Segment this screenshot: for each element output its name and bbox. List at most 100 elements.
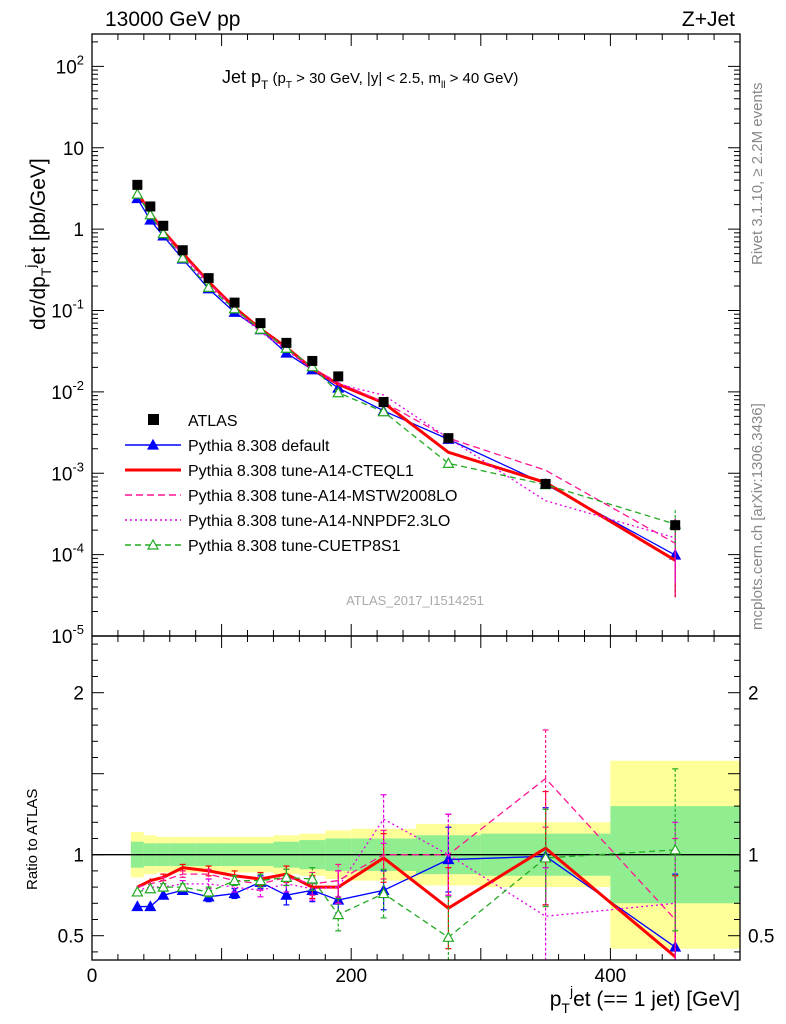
data-point-atlas [203,273,214,284]
x-axis-title-sub: T [561,1000,570,1016]
y-axis-title-main-sup: j [22,264,38,268]
legend-entry-atlas: ATLAS [148,413,238,430]
series-marker-main-cuetp8s1 [228,302,241,314]
y-tick-label-base: 10 [51,302,72,323]
series-marker-main-cuetp8s1 [254,323,267,334]
series-marker-main-cuetp8s1 [377,405,390,417]
series-line-main-nnpdf [136,193,676,539]
series-marker-ratio-default [144,900,157,912]
series-marker-ratio-cuetp8s1 [442,931,455,942]
legend-label: Pythia 8.308 tune-CUETP8S1 [188,538,401,555]
y-tick-label-base: 10 [51,464,72,485]
plot-title-main: Jet p [222,67,261,87]
plot-title-cut-sub2: ll [441,80,445,91]
y-tick-label-base: 10 [51,546,72,567]
mcplots-label: mcplots.cern.ch [arXiv:1306.3436] [749,403,766,630]
x-tick-label: 400 [595,966,627,987]
series-marker-ratio-cuetp8s1 [228,874,241,886]
header-left: 13000 GeV pp [105,8,240,31]
legend-entry-mstw: Pythia 8.308 tune-A14-MSTW2008LO [125,488,457,505]
y-tick-label-main: 10-5 [51,622,84,648]
series-marker-main-cuetp8s1 [176,251,189,263]
series-marker-main-cuetp8s1 [442,457,455,468]
data-point-atlas [281,337,292,348]
series-marker-ratio-default [131,900,144,912]
plot-title: Jet pT (pT > 30 GeV, |y| < 2.5, mll > 40… [222,67,518,92]
y-tick-label-exp: -3 [72,459,84,474]
series-line-ratio-nnpdf [137,818,676,917]
legend-entry-cuetp8s1: Pythia 8.308 tune-CUETP8S1 [125,538,401,555]
series-marker-main-cuetp8s1 [144,208,157,220]
x-axis-title-sup: j [569,983,573,999]
series-marker-ratio-cuetp8s1 [332,908,345,920]
legend-label: Pythia 8.308 tune-A14-CTEQL1 [188,463,414,480]
legend-label: ATLAS [188,413,238,430]
series-marker-ratio-cuetp8s1 [254,874,267,886]
plot-title-cut-sub: T [286,80,292,91]
series-marker-main-cuetp8s1 [157,227,170,239]
y-axis-title-main: dσ/dpTjet [pb/GeV] [22,158,54,330]
series-marker-ratio-cuetp8s1 [157,880,170,892]
y-tick-label-exp: -4 [72,541,84,556]
legend-label: Pythia 8.308 tune-A14-NNPDF2.3LO [188,513,450,530]
y-tick-label-main: 10-1 [51,297,84,323]
ratio-frame [91,635,741,961]
y-axis-title-main-part1: dσ/dp [27,276,50,330]
data-point-atlas [145,201,156,212]
y-axis-title-main-part2: et [pb/GeV] [27,158,50,264]
y-tick-label-exp: -5 [72,622,84,637]
data-point-atlas [378,397,389,408]
y-tick-label-main: 1 [73,220,84,241]
data-point-atlas [670,520,681,531]
series-marker-main-cuetp8s1 [202,281,215,292]
x-axis-title-part1: p [550,988,562,1011]
y-tick-label-ratio-left: 0.5 [58,927,84,948]
data-point-atlas [158,220,169,231]
y-axis-title-main-sub: T [38,267,54,276]
data-point-atlas [255,318,266,329]
series-marker-ratio-cuetp8s1 [377,887,390,899]
legend-entry-cteql1: Pythia 8.308 tune-A14-CTEQL1 [125,463,414,480]
data-point-atlas [177,245,188,256]
analysis-id: ATLAS_2017_I1514251 [346,593,484,608]
legend: ATLAS Pythia 8.308 default Pythia 8.308 tu… [125,413,457,555]
series-marker-ratio-cuetp8s1 [131,885,144,897]
series-marker-main-cuetp8s1 [332,386,345,398]
x-tick-label: 200 [335,966,367,987]
y-tick-label-main: 102 [56,52,84,78]
series-marker-ratio-cuetp8s1 [539,851,552,863]
y-tick-label-exp: -1 [72,297,84,312]
legend-label: Pythia 8.308 tune-A14-MSTW2008LO [188,488,457,505]
y-tick-label-base: 10 [56,57,77,78]
y-axis-title-ratio: Ratio to ATLAS [24,789,41,890]
series-marker-ratio-cuetp8s1 [144,882,157,894]
series-marker-ratio-default [228,887,241,899]
series-line-ratio-default [137,855,676,948]
y-tick-label-main: 10-3 [51,459,84,485]
series-marker-main-cuetp8s1 [131,187,144,199]
series-line-ratio-cteql1 [136,846,677,958]
series-marker-ratio-default [157,888,170,900]
y-tick-label-main: 10 [63,139,84,160]
y-tick-label-ratio-right: 1 [748,846,759,867]
series-marker-ratio-cuetp8s1 [176,880,189,892]
y-tick-label-base: 10 [51,627,72,648]
series-marker-ratio-cuetp8s1 [280,871,293,882]
x-axis-title-part2: et (== 1 jet) [GeV] [573,988,740,1011]
series-marker-main-default [144,213,157,225]
header-right: Z+Jet [682,8,735,31]
data-point-atlas [307,355,318,366]
series-marker-main-cuetp8s1 [306,360,319,372]
plot-title-main-sub: T [261,78,269,92]
y-tick-label-base: 10 [51,383,72,404]
y-tick-label-main: 10-2 [51,378,84,404]
data-point-atlas [229,297,240,308]
x-tick-label: 0 [87,966,98,987]
y-tick-label-exp: -2 [72,378,84,393]
legend-marker-default [146,438,160,450]
plot-title-cut-close: > 40 GeV) [445,70,518,87]
legend-entry-default: Pythia 8.308 default [125,438,330,455]
y-tick-label-main: 10-4 [51,541,84,567]
